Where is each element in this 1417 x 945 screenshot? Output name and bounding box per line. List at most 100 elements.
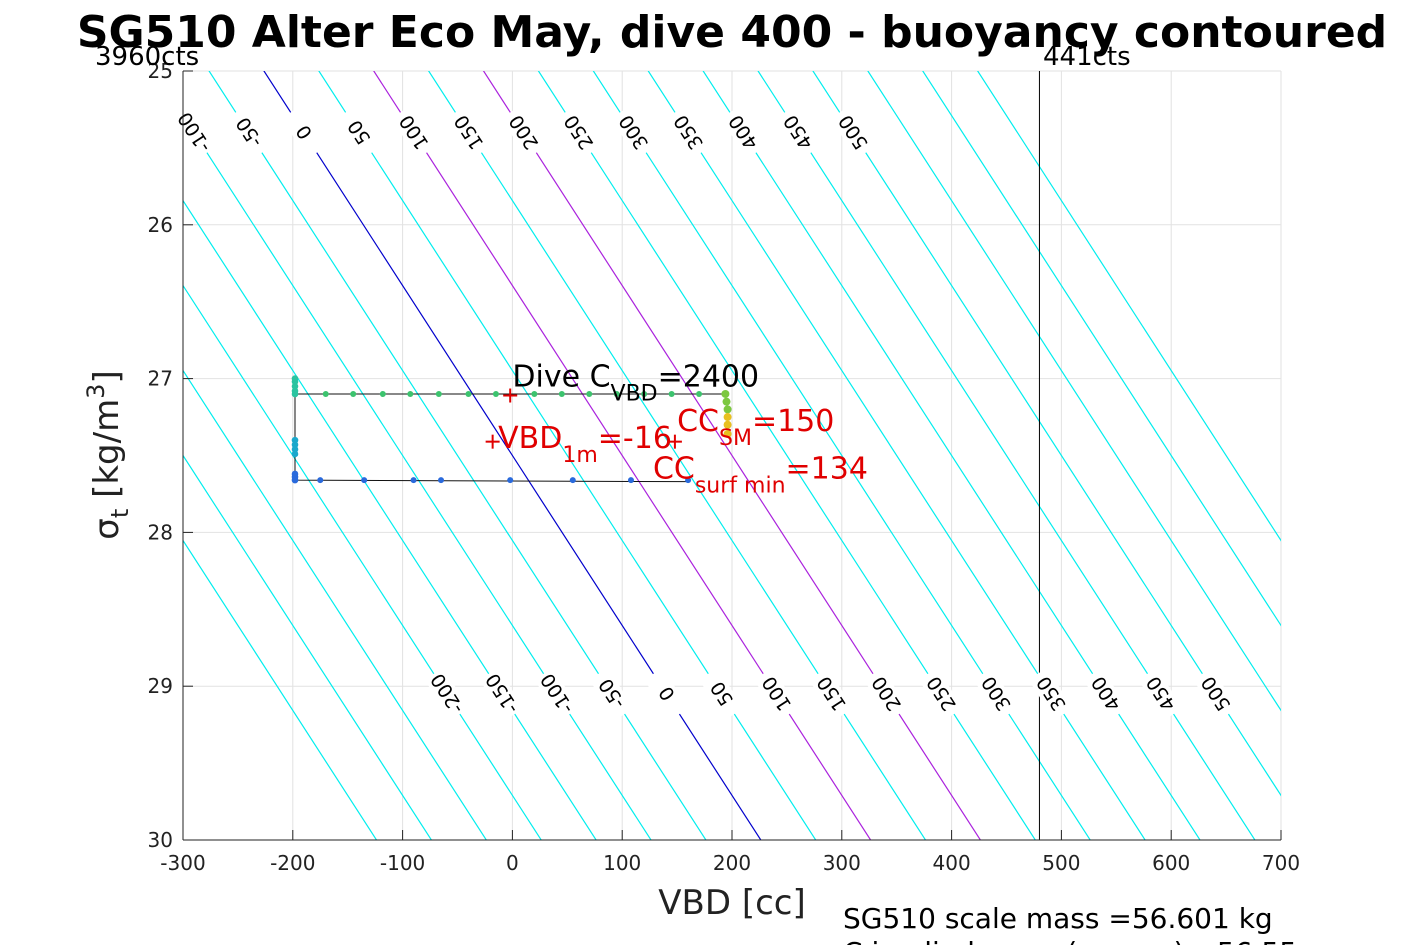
contour--300 xyxy=(183,454,433,840)
top-contour-label-200: 200 xyxy=(501,106,546,159)
annotation-vbd_1m-main: VBD xyxy=(498,421,562,456)
point-upper-13 xyxy=(696,390,703,397)
contour-150 xyxy=(427,71,927,840)
counts-right-label: 441cts xyxy=(1043,42,1131,72)
point-upper-2 xyxy=(379,390,386,397)
point-lower-5 xyxy=(569,477,576,484)
top-contour-label-350: 350 xyxy=(665,106,711,159)
contour-400 xyxy=(702,71,1201,840)
point-sm-3 xyxy=(723,413,732,422)
top-contour-label-bg-200 xyxy=(501,106,546,159)
y-tick-label-5: 30 xyxy=(148,828,173,852)
bottom-contour-label-450: 450 xyxy=(1138,667,1183,721)
top-contour-label-450: 450 xyxy=(775,106,821,159)
point-upper-6 xyxy=(492,390,499,397)
bottom-contour-label-150: 150 xyxy=(808,667,854,721)
bottom-contour-label--150: -150 xyxy=(479,667,524,721)
top-contour-label-bg-350 xyxy=(665,106,711,159)
y-axis-label-sub: t xyxy=(106,509,134,518)
annotation-vbd_1m-sub: 1m xyxy=(562,443,597,468)
y-tick-label-2: 27 xyxy=(148,367,173,391)
x-tick-label-3: 0 xyxy=(506,851,519,875)
counts-left-label: 3960cts xyxy=(95,42,199,72)
top-contour-label-bg-250 xyxy=(555,106,601,159)
bottom-contour-label-bg--50 xyxy=(589,667,634,721)
point-vertical-4 xyxy=(291,390,299,398)
point-upper-3 xyxy=(407,390,414,397)
top-contour-label-bg-100 xyxy=(391,106,436,159)
x-tick-label-5: 200 xyxy=(713,851,751,875)
point-vertical-8 xyxy=(291,450,299,458)
top-contour-label-bg-500 xyxy=(830,106,875,159)
bottom-contour-label-bg-350 xyxy=(1028,667,1073,721)
y-tick-label-3: 28 xyxy=(148,520,173,544)
contour-600 xyxy=(922,71,1281,627)
y-tick-label-1: 26 xyxy=(148,213,173,237)
top-contour-label-bg-400 xyxy=(720,106,766,159)
point-upper-8 xyxy=(558,390,565,397)
contour-200 xyxy=(482,71,982,840)
top-contour-label-bg-0 xyxy=(281,106,326,159)
top-contour-label-300: 300 xyxy=(610,106,656,159)
annotation-dive_c-value: =2400 xyxy=(658,359,759,394)
bottom-contour-label-bg-200 xyxy=(863,667,909,721)
point-sm-5 xyxy=(723,429,732,438)
point-lower-1 xyxy=(361,477,368,484)
x-tick-label-0: -300 xyxy=(160,851,205,875)
y-axis-label-sup: 3 xyxy=(82,384,110,399)
top-contour-label-0: 0 xyxy=(281,106,326,159)
top-contour-label-100: 100 xyxy=(391,106,436,159)
bottom-contour-label-300: 300 xyxy=(973,667,1019,721)
bottom-contour-label-bg-0 xyxy=(644,667,689,721)
scale-mass-text: SG510 scale mass =56.601 kg xyxy=(843,902,1273,935)
bottom-contour-label-bg-400 xyxy=(1083,667,1128,721)
bottom-contour-label-0: 0 xyxy=(644,667,689,721)
bottom-contour-label-350: 350 xyxy=(1028,667,1073,721)
x-tick-label-10: 700 xyxy=(1262,851,1300,875)
bottom-contour-label-bg-450 xyxy=(1138,667,1183,721)
bottom-contour-label--200: -200 xyxy=(424,667,470,721)
dive-points xyxy=(291,375,732,484)
y-axis-label: σt [kg/m3] xyxy=(82,370,134,539)
contour-100 xyxy=(373,71,872,840)
top-contour-label-500: 500 xyxy=(830,106,875,159)
bottom-contour-label-bg-250 xyxy=(918,667,964,721)
point-upper-10 xyxy=(613,390,620,397)
x-axis-label: VBD [cc] xyxy=(658,883,806,923)
axes: -300 -200 -100 0 100 200 300 400 500 600 700252627… xyxy=(148,59,1301,875)
top-contour-label-bg-50 xyxy=(336,106,381,159)
point-vertical-6 xyxy=(291,441,299,449)
contour--350 xyxy=(183,539,378,840)
point-upper-12 xyxy=(668,390,675,397)
annotation-cc_surf-value: =134 xyxy=(786,452,868,487)
annotation-cc_surf-sub: surf min xyxy=(695,474,786,499)
x-tick-label-1: -200 xyxy=(270,851,315,875)
x-tick-label-7: 400 xyxy=(933,851,971,875)
annotation-dive_c: Dive CVBD=2400 xyxy=(512,359,759,406)
bottom-contour-label-bg-100 xyxy=(753,667,799,721)
point-lower-2 xyxy=(410,477,417,484)
annotation-cc_surf: CCsurf min=134 xyxy=(653,452,868,499)
top-contour-label-bg-150 xyxy=(446,106,491,159)
annotation-cc_sm: CCSM=150 xyxy=(677,404,834,451)
contour-550 xyxy=(867,71,1281,712)
top-contour-label-400: 400 xyxy=(720,106,766,159)
point-lower-3 xyxy=(438,477,445,484)
bottom-contour-label-bg-50 xyxy=(699,667,744,721)
bottom-contour-label-200: 200 xyxy=(863,667,909,721)
point-sm-0 xyxy=(721,389,730,398)
point-upper-9 xyxy=(586,390,593,397)
point-lower-7 xyxy=(685,477,692,484)
point-upper-0 xyxy=(322,390,329,397)
point-upper-5 xyxy=(465,390,472,397)
top-contour-label-150: 150 xyxy=(446,106,491,159)
bottom-contour-label-100: 100 xyxy=(753,667,799,721)
point-upper-11 xyxy=(641,390,648,397)
y-axis-label-end: ] xyxy=(87,370,127,383)
point-lower-6 xyxy=(627,477,634,484)
contour-lines xyxy=(183,71,1281,840)
contour-0 xyxy=(263,71,762,840)
point-sm-2 xyxy=(723,405,732,414)
